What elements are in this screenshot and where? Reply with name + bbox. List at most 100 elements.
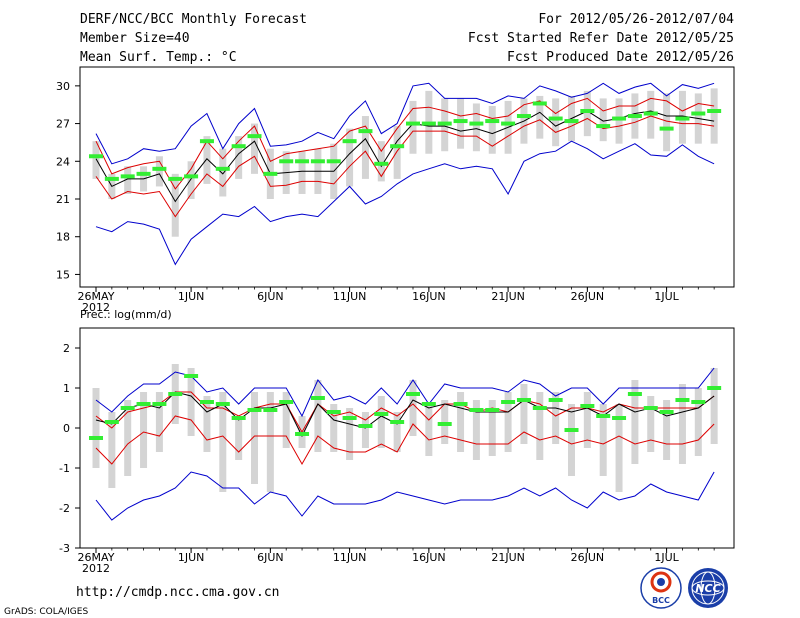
- spread-box: [235, 136, 243, 179]
- observed-marker: [184, 174, 199, 179]
- spread-box: [488, 105, 496, 154]
- spread-box: [314, 380, 322, 452]
- observed-marker: [295, 432, 310, 436]
- x-tick-label: 11JUN: [333, 551, 367, 564]
- precip-panel-title: Prec.: log(mm/d): [80, 308, 172, 321]
- spread-box: [536, 95, 544, 139]
- observed-marker: [342, 416, 357, 420]
- observed-marker: [501, 400, 516, 404]
- x-tick-label: 1JUN: [178, 290, 205, 303]
- p10-series-line: [95, 115, 715, 218]
- spread-box: [710, 88, 718, 144]
- spread-box: [124, 166, 132, 194]
- spread-box: [361, 116, 369, 179]
- spread-box: [504, 392, 512, 452]
- source-url[interactable]: http://cmdp.ncc.cma.gov.cn: [76, 585, 280, 600]
- spread-box: [330, 404, 338, 452]
- member-size: Member Size=40: [80, 31, 190, 46]
- spread-box: [583, 90, 591, 137]
- refer-date: Fcst Started Refer Date 2012/05/25: [468, 31, 734, 46]
- observed-marker: [374, 412, 389, 416]
- observed-marker: [358, 129, 373, 134]
- observed-marker: [643, 111, 658, 116]
- observed-marker: [532, 101, 547, 106]
- observed-marker: [421, 121, 436, 126]
- p10-series-line: [95, 415, 715, 466]
- spread-box: [472, 400, 480, 460]
- x-tick-label: 6JUN: [257, 290, 284, 303]
- precipitation-panel: -3 -2 -1 0 1 2 26MAY 1JUN 6JUN 11JUN 16JUN 21JUN 26J…: [59, 327, 735, 575]
- observed-marker: [406, 392, 420, 396]
- spread-box: [425, 404, 433, 456]
- spread-box: [599, 98, 607, 142]
- bcc-logo-text: BCC: [652, 596, 670, 605]
- observed-marker: [152, 402, 167, 406]
- observed-marker: [516, 398, 531, 402]
- spread-box: [361, 412, 369, 448]
- spread-box: [346, 128, 354, 187]
- year-label: 2012: [82, 562, 110, 575]
- x-tick-label: 26MAY: [78, 290, 115, 303]
- temperature-panel: 15 18 21 24 27 30 26MAY 1JUN 6JUN 11JUN 16JUN 21JUN…: [56, 66, 735, 314]
- spread-box: [552, 392, 560, 444]
- y-tick-label: 27: [56, 118, 70, 131]
- observed-marker: [564, 428, 579, 432]
- spread-box: [457, 392, 465, 452]
- spread-box: [583, 392, 591, 448]
- observed-marker: [675, 398, 690, 402]
- precipitation-frame: [79, 327, 735, 549]
- observed-marker: [89, 436, 103, 440]
- spread-box: [536, 392, 544, 460]
- observed-marker: [580, 404, 595, 408]
- x-tick-label: 21JUN: [491, 551, 525, 564]
- observed-marker: [564, 119, 579, 124]
- observed-marker: [104, 420, 119, 424]
- spread-box: [282, 392, 290, 448]
- spread-box: [187, 368, 195, 436]
- observed-marker: [295, 159, 310, 164]
- observed-marker: [152, 166, 167, 171]
- spread-box: [155, 156, 163, 187]
- mean-series-line: [95, 110, 715, 203]
- x-tick-label: 1JUL: [654, 290, 679, 303]
- observed-marker: [390, 420, 405, 424]
- observed-marker: [374, 161, 389, 166]
- observed-marker: [358, 424, 373, 428]
- max-series-line: [95, 367, 715, 418]
- observed-marker: [437, 121, 452, 126]
- spread-box: [409, 100, 417, 154]
- observed-marker: [406, 121, 420, 126]
- observed-marker: [580, 109, 595, 113]
- spread-box: [710, 368, 718, 444]
- x-tick-label: 6JUN: [257, 551, 284, 564]
- spread-box: [552, 98, 560, 147]
- y-tick-label: 1: [63, 382, 70, 395]
- observed-marker: [627, 392, 642, 396]
- year-label: 2012: [82, 301, 110, 314]
- y-tick-label: 21: [56, 193, 70, 206]
- observed-marker: [548, 116, 563, 121]
- ncc-logo-text: NCC: [695, 582, 720, 595]
- spread-box: [187, 161, 195, 199]
- observed-marker: [184, 374, 199, 378]
- grads-credit: GrADS: COLA/IGES: [4, 607, 88, 617]
- observed-marker: [707, 386, 722, 390]
- y-tick-label: 18: [56, 231, 70, 244]
- observed-marker: [215, 166, 230, 171]
- observed-marker: [215, 402, 230, 406]
- spread-box: [251, 123, 258, 174]
- ncc-logo: NCC: [688, 568, 728, 608]
- observed-marker: [342, 139, 357, 144]
- observed-marker: [89, 154, 103, 159]
- observed-marker: [453, 119, 468, 124]
- produced-date: Fcst Produced Date 2012/05/26: [507, 50, 734, 65]
- spread-box: [203, 396, 211, 452]
- observed-marker: [263, 171, 278, 176]
- x-tick-label: 26MAY: [78, 551, 115, 564]
- spread-box: [457, 98, 465, 149]
- spread-box: [124, 400, 132, 476]
- observed-marker: [104, 176, 119, 181]
- observed-marker: [596, 124, 611, 129]
- observed-marker: [691, 111, 706, 116]
- observed-marker: [279, 400, 294, 404]
